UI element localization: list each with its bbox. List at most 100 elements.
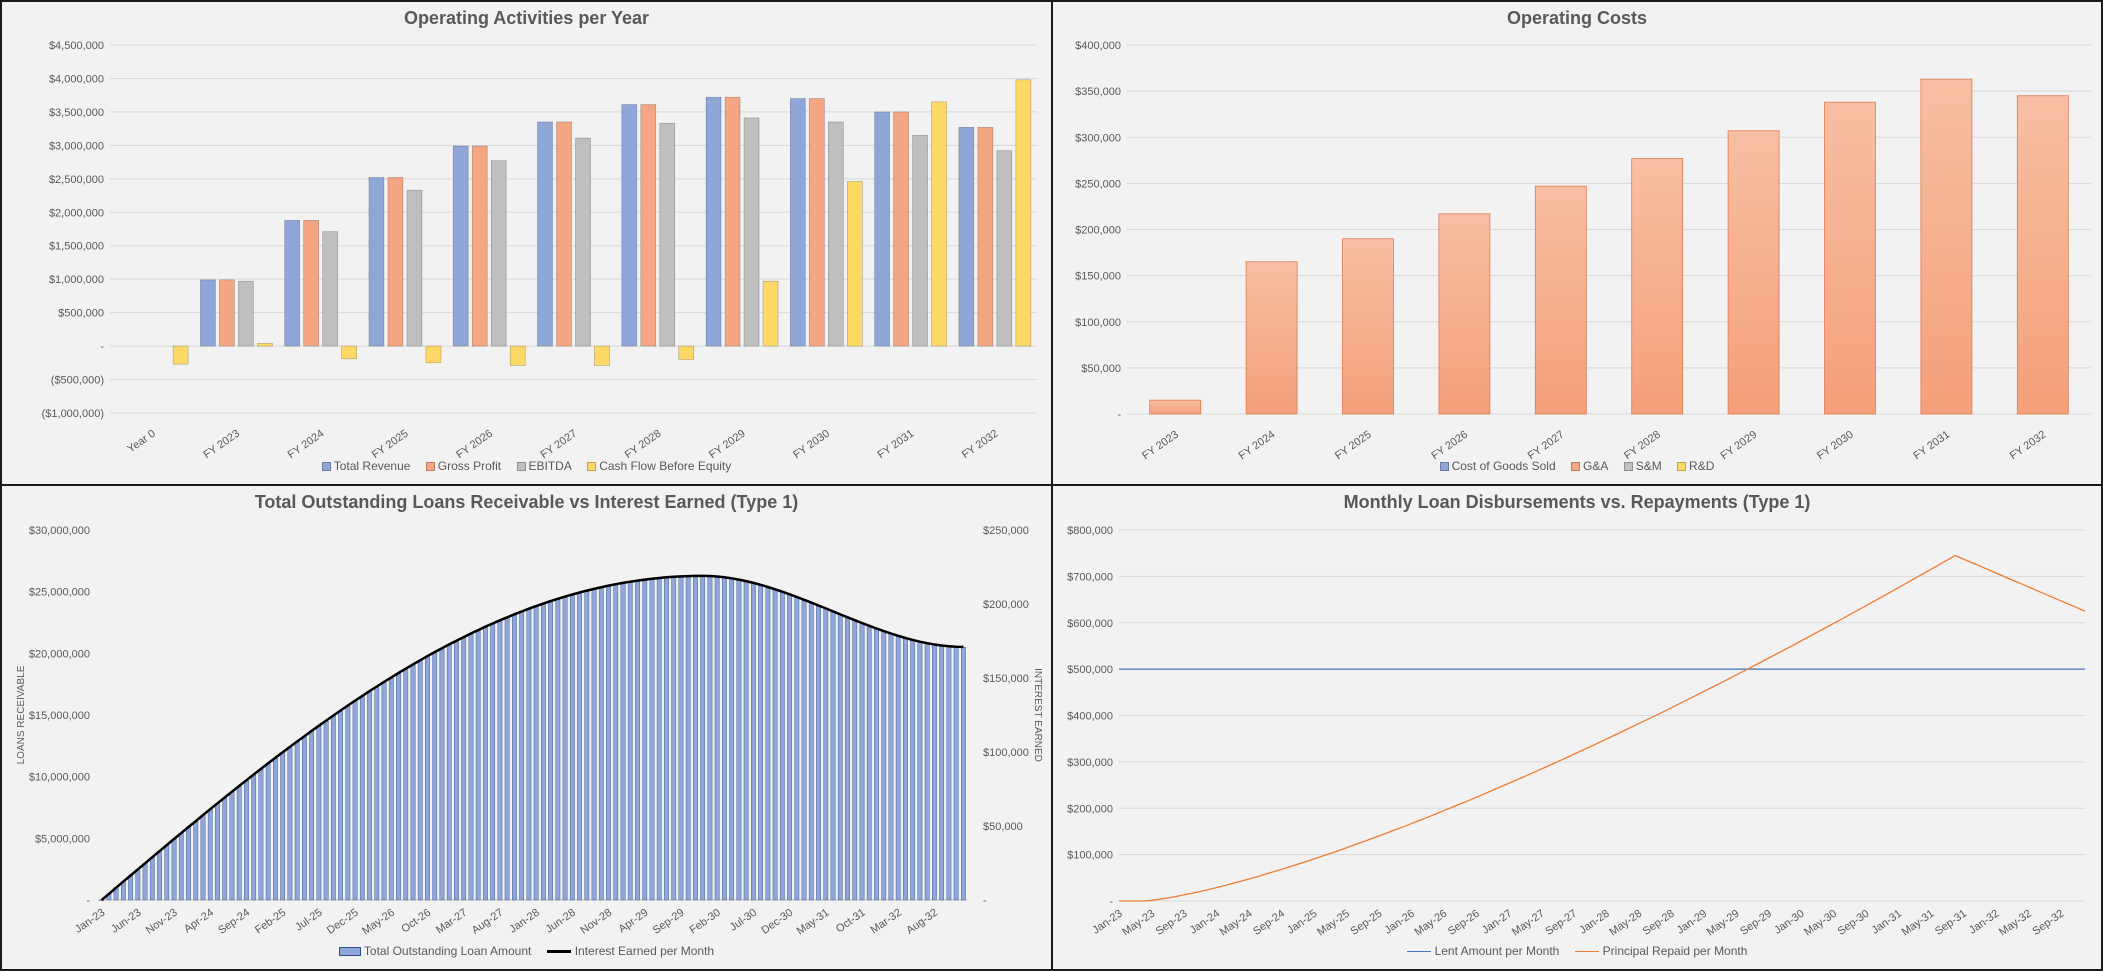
bar-ebitda-fy-2028 xyxy=(659,122,676,347)
bar-cash-flow-before-equity-fy-2025 xyxy=(425,345,442,364)
bar-loan-month-97 xyxy=(794,597,800,901)
bar-loan-month-71 xyxy=(606,586,611,901)
bar-loan-month-106 xyxy=(859,623,865,901)
y-tick-label: $800,000 xyxy=(1067,525,1113,537)
line-interest-earned xyxy=(100,574,964,901)
x-tick-label: May-31 xyxy=(1900,908,1937,939)
bar-loan-month-49 xyxy=(446,645,452,901)
bar-loan-month-6 xyxy=(135,869,141,901)
y-tick-label: $100,000 xyxy=(1067,850,1113,862)
legend: Total Outstanding Loan Amount Interest E… xyxy=(2,944,1051,958)
bar-loan-month-14 xyxy=(193,821,199,901)
bar-loan-month-70 xyxy=(598,587,604,901)
bar-loan-month-25 xyxy=(273,758,278,901)
bar-loan-month-34 xyxy=(338,710,343,901)
bar-loan-month-35 xyxy=(345,705,351,901)
bar-loan-month-7 xyxy=(142,863,148,901)
bar-cash-flow-before-equity-fy-2032 xyxy=(1015,79,1032,347)
bar-total-revenue-fy-2026 xyxy=(452,145,469,347)
bar-loan-month-117 xyxy=(939,645,945,901)
bar-loan-month-67 xyxy=(577,593,582,901)
x-tick-label: Mar-32 xyxy=(868,907,903,937)
bar-loan-month-113 xyxy=(910,640,916,901)
bar-loan-month-8 xyxy=(149,857,155,901)
bar-loan-month-76 xyxy=(642,580,648,901)
bar-loan-month-105 xyxy=(852,620,858,901)
bar-loan-month-19 xyxy=(229,791,235,901)
bar-loan-month-102 xyxy=(830,611,836,901)
x-tick-label: Oct-26 xyxy=(399,907,433,936)
bar-loan-month-115 xyxy=(924,643,930,901)
bar-loan-month-27 xyxy=(287,747,293,901)
bar-loan-month-86 xyxy=(714,577,720,901)
bar-total-revenue-fy-2031 xyxy=(874,111,890,347)
x-tick-label: FY 2026 xyxy=(454,428,495,462)
bar-loan-month-90 xyxy=(743,581,749,901)
y-tick-label: ($1,000,000) xyxy=(42,408,104,420)
bar-ebitda-fy-2025 xyxy=(406,189,423,347)
y-tick-label: $10,000,000 xyxy=(29,772,90,784)
x-tick-label: FY 2026 xyxy=(1429,429,1470,463)
x-tick-label: FY 2031 xyxy=(1911,429,1952,463)
bar-loan-month-109 xyxy=(881,631,887,901)
legend: Total Revenue Gross Profit EBITDA Cash F… xyxy=(2,459,1051,473)
loans-vs-interest-chart: Total Outstanding Loans Receivable vs In… xyxy=(2,486,1051,969)
bar-cash-flow-before-equity-fy-2029 xyxy=(762,280,779,347)
bar-loan-month-103 xyxy=(837,614,843,901)
y-tick-label: $500,000 xyxy=(1067,664,1113,676)
y2-tick-label: $150,000 xyxy=(983,673,1029,685)
bar-loan-month-30 xyxy=(309,731,315,901)
bar-loan-month-93 xyxy=(765,587,771,901)
bar-ga-fy-2026 xyxy=(1438,213,1491,415)
x-tick-label: FY 2028 xyxy=(623,428,664,462)
x-tick-label: Sep-24 xyxy=(1251,908,1287,938)
operating-activities-chart: Operating Activities per Year $4,500,000… xyxy=(2,2,1051,484)
y-tick-label: $3,500,000 xyxy=(49,107,104,119)
bar-loan-month-26 xyxy=(280,752,286,901)
y-tick-label: $1,000,000 xyxy=(49,274,104,286)
bar-cash-flow-before-equity-fy-2024 xyxy=(341,345,357,360)
bar-loan-month-58 xyxy=(512,615,517,901)
bar-total-revenue-fy-2032 xyxy=(958,126,975,347)
bar-loan-month-57 xyxy=(504,617,510,901)
x-tick-label: FY 2024 xyxy=(286,428,327,462)
x-tick-label: Jan-24 xyxy=(1188,908,1222,937)
y-tick-label: $200,000 xyxy=(1067,803,1113,815)
bar-loan-month-111 xyxy=(895,635,901,901)
bar-loan-month-38 xyxy=(367,691,372,901)
bar-loan-month-82 xyxy=(685,576,691,901)
operating-activities-plot: $4,500,000 $4,000,000 $3,500,000 $3,000,000… xyxy=(42,40,1037,462)
bar-loan-month-108 xyxy=(874,628,879,901)
y-tick-label: $500,000 xyxy=(58,308,104,320)
y-tick-label: $2,000,000 xyxy=(49,207,104,219)
x-tick-label: Jan-30 xyxy=(1772,908,1806,937)
bar-loan-month-104 xyxy=(845,617,850,901)
bar-total-revenue-fy-2030 xyxy=(790,98,806,347)
y-tick-label: $15,000,000 xyxy=(29,710,90,722)
y-tick-label: $600,000 xyxy=(1067,618,1113,630)
bar-ebitda-fy-2023 xyxy=(238,280,254,347)
bar-total-revenue-fy-2023 xyxy=(200,279,216,347)
legend-item-total-revenue: Total Revenue xyxy=(321,459,410,473)
x-tick-label: May-28 xyxy=(1607,908,1644,939)
x-tick-label: FY 2023 xyxy=(201,428,242,462)
x-tick-label: Aug-27 xyxy=(470,907,506,937)
x-tick-label: FY 2029 xyxy=(707,428,748,462)
y-tick-label: ($500,000) xyxy=(51,375,104,387)
bar-loan-month-60 xyxy=(526,609,532,901)
x-tick-label: Jan-25 xyxy=(1285,908,1319,937)
x-tick-label: Mar-27 xyxy=(434,907,469,937)
y-tick-label: $1,500,000 xyxy=(49,241,104,253)
x-tick-label: Jan-28 xyxy=(507,907,541,936)
y-tick-label: $4,000,000 xyxy=(49,73,104,85)
y-tick-label: $700,000 xyxy=(1067,571,1113,583)
legend-item-ebitda: EBITDA xyxy=(516,459,572,473)
x-tick-label: FY 2023 xyxy=(1140,429,1181,463)
y-tick-label: $100,000 xyxy=(1075,317,1121,329)
y-tick-label: $300,000 xyxy=(1067,757,1113,769)
bar-loan-month-85 xyxy=(707,576,713,901)
bar-loan-month-69 xyxy=(591,589,597,901)
bar-loan-month-36 xyxy=(352,701,358,901)
bar-loan-month-89 xyxy=(736,580,742,901)
x-tick-label: Jun-23 xyxy=(109,907,143,936)
